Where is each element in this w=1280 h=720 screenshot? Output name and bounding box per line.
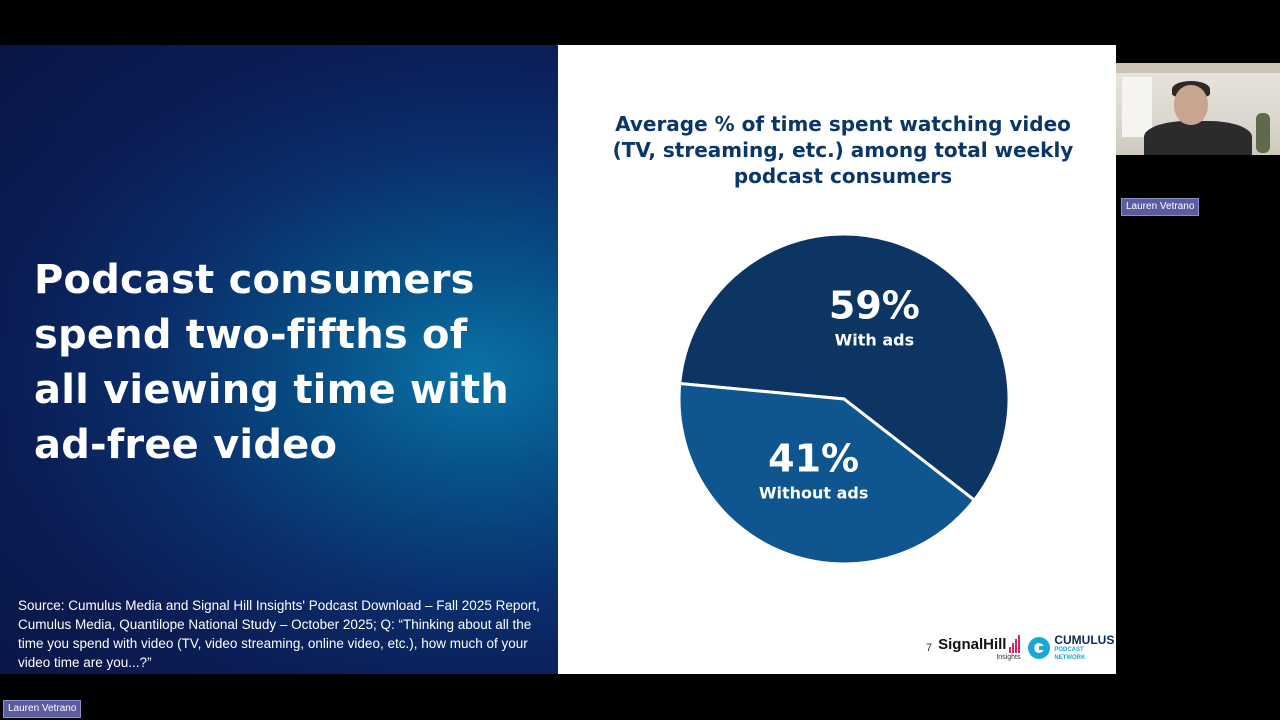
pie-chart: 59% With ads 41% Without ads <box>677 232 1011 566</box>
page-number: 7 <box>926 642 933 654</box>
pie-category-label-without-ads: Without ads <box>759 484 869 503</box>
signal-bars-icon <box>1008 635 1021 653</box>
presenter-name-tag: Lauren Vetrano <box>3 700 82 718</box>
pie-slice-without-ads <box>677 381 977 566</box>
slide-headline: Podcast consumers spend two-fifths of al… <box>34 257 509 468</box>
signalhill-logo-name: SignalHill <box>938 636 1007 653</box>
signalhill-logo-sub: Insights <box>996 654 1021 661</box>
participant-name-tag: Lauren Vetrano <box>1121 198 1200 216</box>
cumulus-logo-name: CUMULUS <box>1054 633 1115 647</box>
slide-chart-panel: Average % of time spent watching video (… <box>558 45 1116 674</box>
cumulus-c-icon <box>1028 637 1051 659</box>
participant-avatar <box>1174 85 1208 125</box>
presentation-slide: Podcast consumers spend two-fifths of al… <box>0 45 1116 674</box>
footer-logos: 7 SignalHill Insights CUMULUS PODCAST NE… <box>926 631 1116 665</box>
cumulus-logo-sub: PODCAST NETWORK <box>1054 647 1086 661</box>
pie-value-label-with-ads: 59% <box>829 283 920 327</box>
cumulus-logo: CUMULUS PODCAST NETWORK <box>1028 634 1116 662</box>
source-citation: Source: Cumulus Media and Signal Hill In… <box>18 598 540 670</box>
pie-value-label-without-ads: 41% <box>768 437 859 481</box>
pie-category-label-with-ads: With ads <box>835 330 915 349</box>
participant-video-tile[interactable] <box>1116 63 1280 155</box>
signalhill-logo: SignalHill Insights <box>938 635 1021 661</box>
pie-slice-with-ads <box>678 232 1011 503</box>
chart-title: Average % of time spent watching video (… <box>612 112 1074 188</box>
slide-left-panel: Podcast consumers spend two-fifths of al… <box>0 45 558 674</box>
